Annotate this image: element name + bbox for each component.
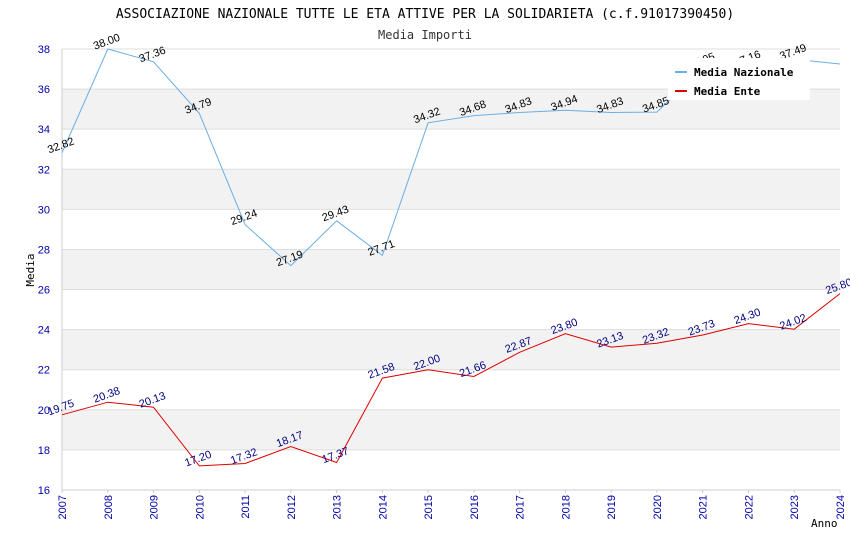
x-tick-label: 2012 [286,495,298,519]
x-tick-label: 2020 [652,495,664,519]
series-line-media-ente [61,293,841,467]
x-tick-label: 2024 [835,495,847,519]
grid-band [62,169,840,210]
x-tick-label: 2011 [240,495,252,519]
x-tick-label: 2021 [698,495,710,519]
y-tick-label: 20 [38,405,50,417]
data-label: 32.82 [46,136,76,157]
chart-subtitle: Media Importi [378,28,472,42]
x-tick-label: 2010 [194,495,206,519]
y-axis-label: Media [24,253,37,286]
y-tick-label: 28 [38,244,50,256]
data-label: 29.24 [229,207,259,228]
x-tick-label: 2019 [606,495,618,519]
y-tick-label: 26 [38,285,50,297]
x-tick-label: 2009 [149,495,161,519]
legend-label: Media Ente [694,85,761,98]
x-tick-label: 2007 [57,495,69,519]
x-tick-label: 2023 [789,495,801,519]
x-axis-label: Anno [811,517,838,530]
x-tick-label: 2018 [560,495,572,519]
x-tick-label: 2022 [743,495,755,519]
x-tick-label: 2017 [515,495,527,519]
x-tick-label: 2008 [103,495,115,519]
legend-label: Media Nazionale [694,66,794,79]
grid-band [62,409,840,450]
grid-band [62,329,840,370]
x-tick-label: 2014 [377,495,389,519]
y-tick-label: 34 [38,124,50,136]
y-tick-label: 36 [38,84,50,96]
grid-bands [62,89,840,450]
y-tick-label: 22 [38,365,50,377]
y-tick-label: 24 [38,325,50,337]
y-tick-label: 32 [38,164,50,176]
data-label: 37.36 [137,45,167,66]
data-label: 20.13 [137,390,167,411]
x-tick-label: 2015 [423,495,435,519]
x-tick-label: 2013 [332,495,344,519]
chart-title: ASSOCIAZIONE NAZIONALE TUTTE LE ETA ATTI… [116,7,734,22]
y-tick-label: 16 [38,485,50,497]
y-tick-label: 30 [38,204,50,216]
y-tick-label: 18 [38,445,50,457]
grid-band [62,249,840,290]
y-tick-label: 38 [38,44,50,56]
legend-box [668,58,810,100]
legend: Media Nazionale Media Ente [668,58,810,100]
x-tick-label: 2016 [469,495,481,519]
